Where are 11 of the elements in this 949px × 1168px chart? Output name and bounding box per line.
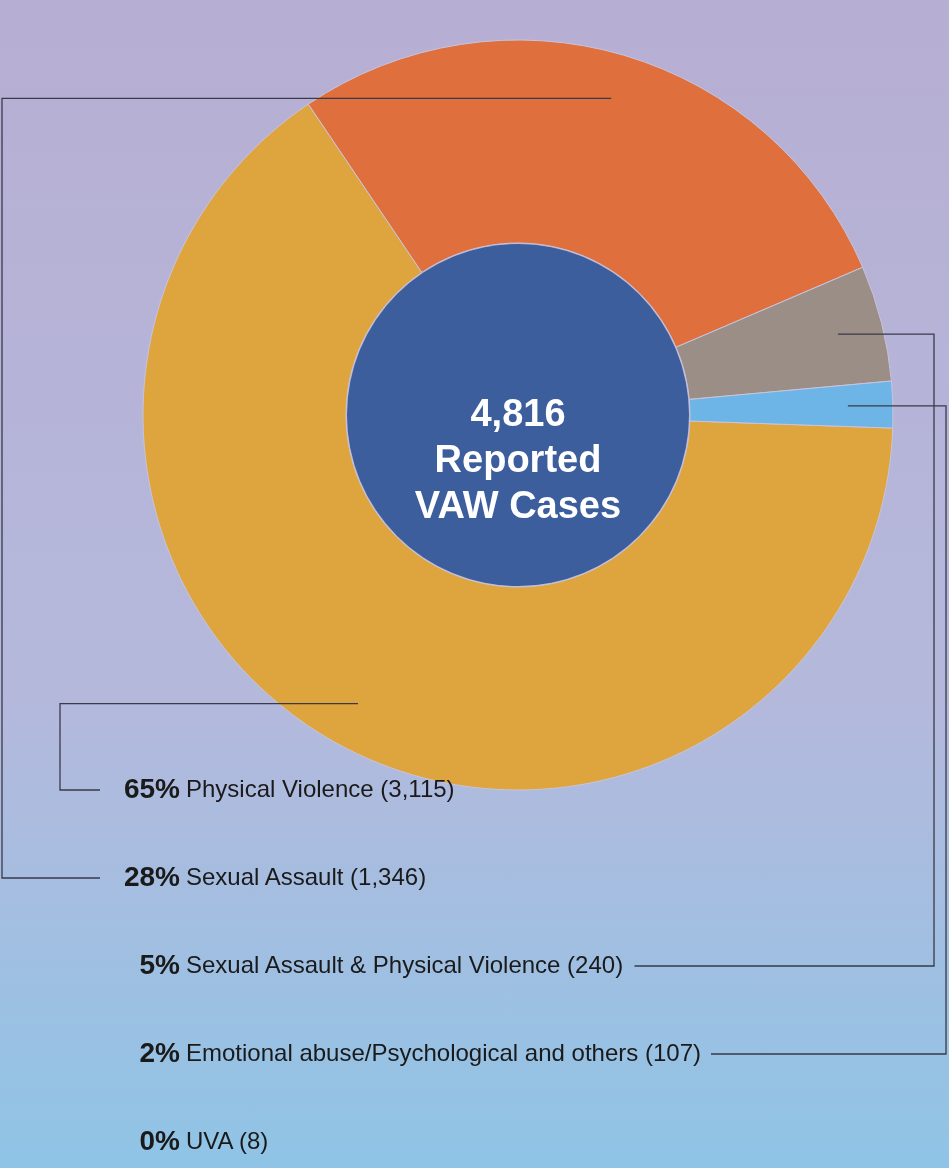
- data-label: 2%: [139, 1037, 181, 1068]
- slice-label: Physical Violence (3,115): [186, 775, 455, 802]
- category-label: UVA (8): [186, 1127, 269, 1154]
- data-label: 5%: [139, 949, 181, 980]
- slice-label: Sexual Assault (1,346): [186, 863, 427, 890]
- data-label: 28%: [123, 861, 181, 892]
- text: 4,816 Reported VAW Cases: [414, 392, 622, 526]
- slice-label: Emotional abuse/Psychological and others (107): [186, 1039, 701, 1066]
- data-label: 65%: [123, 773, 181, 804]
- slice-label: Sexual Assault & Physical Violence (240): [186, 951, 624, 978]
- text: 0%: [139, 1125, 180, 1156]
